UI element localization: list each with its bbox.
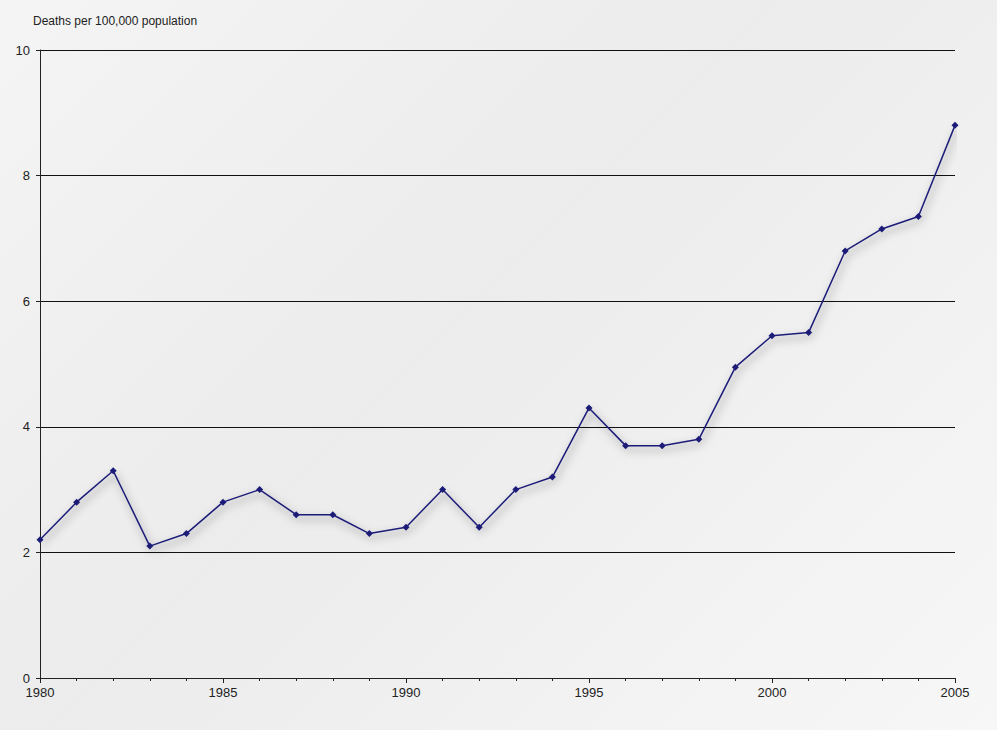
svg-text:0: 0 (23, 671, 30, 686)
svg-text:1985: 1985 (209, 685, 238, 700)
svg-text:2000: 2000 (758, 685, 787, 700)
svg-text:2: 2 (23, 545, 30, 560)
svg-text:6: 6 (23, 294, 30, 309)
svg-text:1995: 1995 (575, 685, 604, 700)
svg-text:10: 10 (16, 43, 30, 58)
svg-text:Deaths per 100,000 population: Deaths per 100,000 population (33, 14, 197, 28)
svg-text:2005: 2005 (941, 685, 970, 700)
svg-text:1980: 1980 (26, 685, 55, 700)
svg-text:8: 8 (23, 168, 30, 183)
svg-text:4: 4 (23, 419, 30, 434)
svg-text:1990: 1990 (392, 685, 421, 700)
